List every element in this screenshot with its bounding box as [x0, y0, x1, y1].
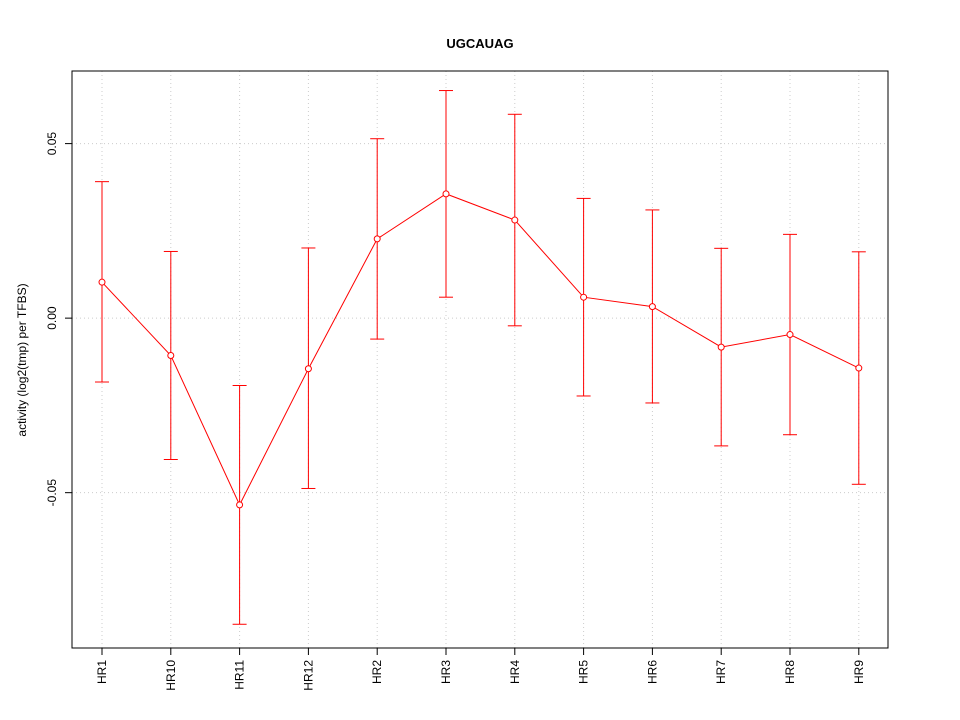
data-point	[442, 190, 450, 198]
y-tick-label: -0.05	[45, 479, 59, 507]
x-tick-label: HR4	[508, 660, 522, 684]
y-tick-label: 0.00	[45, 306, 59, 330]
y-tick-label: 0.05	[45, 132, 59, 156]
data-point	[167, 351, 175, 359]
chart-title: UGCAUAG	[446, 36, 513, 51]
grid-lines	[72, 71, 888, 648]
data-point	[304, 365, 312, 373]
x-tick-label: HR1	[95, 660, 109, 684]
data-point	[98, 278, 106, 286]
y-axis: -0.05 0.00 0.05	[45, 132, 72, 507]
x-tick-label: HR9	[852, 660, 866, 684]
x-axis: HR1 HR10 HR11 HR12 HR2 HR3 HR4 HR5 HR6 HR7 HR8 HR9	[95, 648, 866, 691]
plot-frame	[71, 70, 889, 649]
x-tick-label: HR11	[233, 660, 247, 690]
data-series	[95, 90, 866, 625]
series-line	[101, 193, 860, 507]
x-tick-label: HR12	[301, 660, 315, 691]
data-point	[786, 331, 794, 339]
data-point	[373, 235, 381, 243]
data-point	[648, 303, 656, 311]
x-tick-label: HR6	[645, 660, 659, 684]
x-tick-label: HR3	[439, 660, 453, 684]
x-tick-label: HR5	[577, 660, 591, 684]
data-point	[717, 343, 725, 351]
x-tick-label: HR7	[714, 660, 728, 684]
x-tick-label: HR2	[370, 660, 384, 684]
data-point	[511, 216, 519, 224]
data-point	[855, 364, 863, 372]
data-point	[580, 293, 588, 301]
x-tick-label: HR8	[783, 660, 797, 684]
x-tick-label: HR10	[164, 660, 178, 691]
y-axis-label: activity (log2(tmp) per TFBS)	[15, 283, 29, 436]
data-point	[236, 501, 244, 509]
